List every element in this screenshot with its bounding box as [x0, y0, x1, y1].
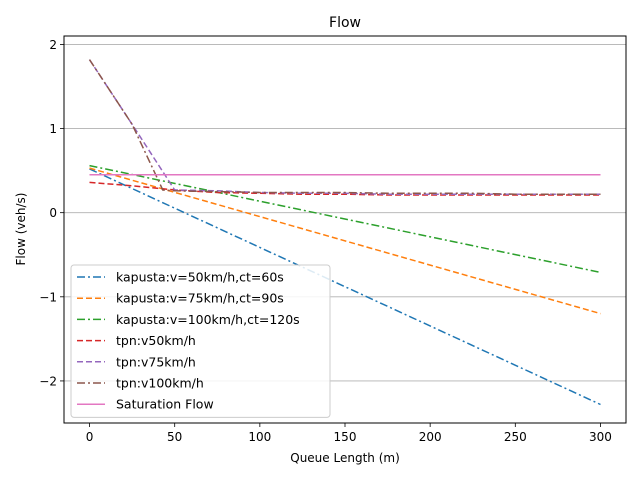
x-tick-label: 300 [589, 430, 612, 444]
chart-title: Flow [329, 15, 361, 31]
x-tick-label: 0 [86, 430, 94, 444]
x-tick-label: 150 [334, 430, 357, 444]
series-group [88, 59, 601, 406]
series-line-1 [89, 167, 601, 315]
legend-label: tpn:v50km/h [116, 333, 196, 348]
legend: kapusta:v=50km/h,ct=60s kapusta:v=75km/h,… [70, 264, 331, 418]
series-line-2 [89, 164, 601, 274]
x-tick-label: 50 [167, 430, 182, 444]
y-tick-label: 0 [49, 206, 57, 220]
x-tick-label: 200 [419, 430, 442, 444]
legend-label: kapusta:v=50km/h,ct=60s [116, 270, 284, 285]
x-axis-label: Queue Length (m) [290, 451, 400, 465]
legend-box [70, 264, 331, 418]
series-line-5 [88, 59, 601, 195]
y-tick-label: −2 [39, 374, 57, 388]
x-tick-label: 250 [504, 430, 527, 444]
legend-label: tpn:v100km/h [116, 376, 204, 391]
legend-label: tpn:v75km/h [116, 354, 196, 369]
series-line-0 [89, 168, 601, 406]
y-tick-label: 2 [49, 38, 57, 52]
legend-label: Saturation Flow [116, 397, 214, 412]
legend-label: kapusta:v=75km/h,ct=90s [116, 291, 284, 306]
y-axis-label: Flow (veh/s) [14, 193, 28, 266]
axis-ticks: 0 50 100 150 200 250 300 −2 −1 0 1 2 [39, 38, 612, 444]
series-line-4 [88, 59, 601, 195]
y-tick-label: 1 [49, 122, 57, 136]
x-tick-label: 100 [248, 430, 271, 444]
legend-label: kapusta:v=100km/h,ct=120s [116, 312, 300, 327]
y-tick-label: −1 [39, 290, 57, 304]
